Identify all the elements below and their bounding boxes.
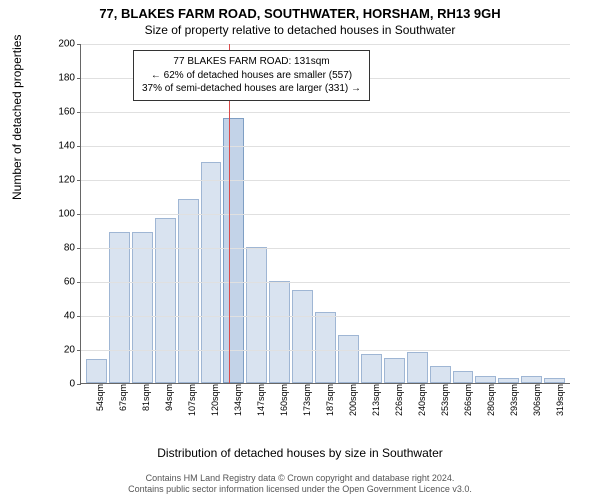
xtick-label: 213sqm <box>371 384 381 416</box>
plot-area: 54sqm67sqm81sqm94sqm107sqm120sqm134sqm14… <box>80 44 570 384</box>
histogram-bar <box>475 376 496 383</box>
xtick-label: 134sqm <box>233 384 243 416</box>
gridline <box>81 316 570 317</box>
ytick-label: 20 <box>45 345 75 356</box>
ytick-mark <box>77 180 81 181</box>
histogram-bar <box>86 359 107 383</box>
x-axis-label: Distribution of detached houses by size … <box>0 446 600 460</box>
xtick-label: 81sqm <box>141 384 151 411</box>
xtick-label: 187sqm <box>325 384 335 416</box>
histogram-bar <box>269 281 290 383</box>
gridline <box>81 282 570 283</box>
gridline <box>81 44 570 45</box>
chart-container: 54sqm 67sqm 81sqm 94sqm 107sqm 120sqm 134sqm 14… <box>50 44 570 414</box>
ytick-label: 0 <box>45 379 75 390</box>
histogram-bar <box>246 247 267 383</box>
ytick-mark <box>77 384 81 385</box>
histogram-bar <box>338 335 359 383</box>
histogram-bar <box>178 199 199 383</box>
ytick-label: 140 <box>45 141 75 152</box>
histogram-bar <box>430 366 451 383</box>
xtick-label: 253sqm <box>440 384 450 416</box>
ytick-label: 80 <box>45 243 75 254</box>
footer-attribution: Contains HM Land Registry data © Crown c… <box>0 473 600 496</box>
page-subtitle: Size of property relative to detached ho… <box>0 21 600 37</box>
ytick-label: 160 <box>45 107 75 118</box>
histogram-bar <box>498 378 519 383</box>
y-axis-label: Number of detached properties <box>10 35 24 200</box>
xtick-label: 293sqm <box>509 384 519 416</box>
footer-line-1: Contains HM Land Registry data © Crown c… <box>0 473 600 485</box>
xtick-label: 280sqm <box>486 384 496 416</box>
histogram-bar <box>384 358 405 384</box>
xtick-label: 120sqm <box>210 384 220 416</box>
xtick-label: 160sqm <box>279 384 289 416</box>
gridline <box>81 180 570 181</box>
ytick-mark <box>77 316 81 317</box>
histogram-bar <box>292 290 313 384</box>
xtick-label: 200sqm <box>348 384 358 416</box>
xtick-label: 319sqm <box>555 384 565 416</box>
histogram-bar <box>132 232 153 383</box>
ytick-label: 60 <box>45 277 75 288</box>
gridline <box>81 214 570 215</box>
xtick-label: 226sqm <box>394 384 404 416</box>
gridline <box>81 112 570 113</box>
ytick-mark <box>77 282 81 283</box>
ytick-label: 40 <box>45 311 75 322</box>
ytick-mark <box>77 248 81 249</box>
ytick-label: 180 <box>45 73 75 84</box>
annotation-line: 37% of semi-detached houses are larger (… <box>142 82 361 96</box>
gridline <box>81 248 570 249</box>
gridline <box>81 146 570 147</box>
ytick-mark <box>77 78 81 79</box>
xtick-label: 67sqm <box>118 384 128 411</box>
annotation-line: 77 BLAKES FARM ROAD: 131sqm <box>142 55 361 69</box>
xtick-label: 94sqm <box>164 384 174 411</box>
xtick-label: 306sqm <box>532 384 542 416</box>
histogram-bar <box>155 218 176 383</box>
histogram-bar <box>453 371 474 383</box>
xtick-label: 240sqm <box>417 384 427 416</box>
ytick-mark <box>77 112 81 113</box>
histogram-bar <box>361 354 382 383</box>
footer-line-2: Contains public sector information licen… <box>0 484 600 496</box>
gridline <box>81 350 570 351</box>
ytick-label: 200 <box>45 39 75 50</box>
xtick-label: 147sqm <box>256 384 266 416</box>
xtick-label: 107sqm <box>187 384 197 416</box>
histogram-bar <box>407 352 428 383</box>
ytick-mark <box>77 214 81 215</box>
ytick-label: 120 <box>45 175 75 186</box>
ytick-mark <box>77 44 81 45</box>
histogram-bar <box>521 376 542 383</box>
xtick-label: 266sqm <box>463 384 473 416</box>
ytick-mark <box>77 350 81 351</box>
xtick-label: 173sqm <box>302 384 312 416</box>
histogram-bar <box>315 312 336 383</box>
ytick-label: 100 <box>45 209 75 220</box>
annotation-line: ← 62% of detached houses are smaller (55… <box>142 69 361 83</box>
histogram-bar <box>223 118 244 383</box>
ytick-mark <box>77 146 81 147</box>
annotation-box: 77 BLAKES FARM ROAD: 131sqm← 62% of deta… <box>133 50 370 101</box>
xtick-label: 54sqm <box>95 384 105 411</box>
page-title: 77, BLAKES FARM ROAD, SOUTHWATER, HORSHA… <box>0 0 600 21</box>
histogram-bar <box>544 378 565 383</box>
histogram-bar <box>109 232 130 383</box>
